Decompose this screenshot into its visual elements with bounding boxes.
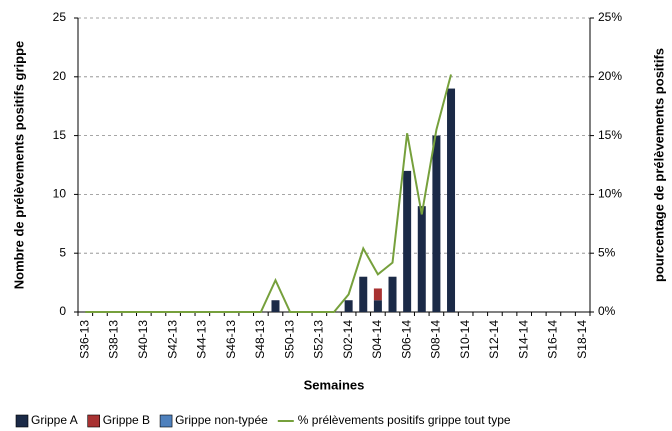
y-tick-label: 5 (59, 245, 66, 259)
x-tick-label: S40-13 (136, 320, 150, 359)
x-tick-label: S42-13 (165, 320, 179, 359)
y-axis-title: Nombre de prélèvements positifs grippe (11, 41, 26, 290)
y-tick-label: 25 (53, 10, 67, 24)
y-tick-label: 0 (59, 304, 66, 318)
x-tick-label: S16-14 (546, 320, 560, 359)
y-tick-label: 20 (53, 69, 67, 83)
y2-tick-label: 5% (598, 245, 616, 259)
x-tick-label: S44-13 (195, 320, 209, 359)
bar-segment (432, 135, 441, 312)
x-tick-label: S46-13 (224, 320, 238, 359)
x-tick-label: S36-13 (77, 320, 91, 359)
x-tick-label: S12-14 (487, 320, 501, 359)
x-tick-label: S48-13 (253, 320, 267, 359)
legend-label: Grippe non-typée (175, 413, 268, 427)
x-tick-label: S10-14 (458, 320, 472, 359)
x-tick-label: S18-14 (575, 320, 589, 359)
x-tick-label: S50-13 (282, 320, 296, 359)
bar-segment (373, 288, 382, 301)
x-tick-label: S14-14 (516, 320, 530, 359)
y2-tick-label: 15% (598, 128, 622, 142)
legend-swatch (87, 414, 101, 428)
x-tick-label: S08-14 (429, 320, 443, 359)
y2-tick-label: 25% (598, 10, 622, 24)
legend-label: Grippe A (31, 413, 78, 427)
x-axis-title: Semaines (304, 377, 365, 392)
x-tick-label: S02-14 (341, 320, 355, 359)
bar-segment (403, 170, 412, 312)
bar-segment (344, 300, 353, 312)
y2-tick-label: 0% (598, 304, 616, 318)
legend-label: Grippe B (103, 413, 150, 427)
x-tick-label: S38-13 (107, 320, 121, 359)
x-tick-label: S04-14 (370, 320, 384, 359)
legend-swatch (159, 414, 173, 428)
y2-axis-title: pourcentage de prélèvements positifs (651, 48, 666, 282)
x-tick-label: S06-14 (399, 320, 413, 359)
bar-segment (359, 276, 368, 312)
bar-segment (373, 300, 382, 312)
legend-label: % prélèvements positifs grippe tout type (298, 413, 511, 427)
bar-segment (271, 300, 280, 312)
y-tick-label: 10 (53, 187, 67, 201)
bar-segment (388, 276, 397, 312)
y2-tick-label: 20% (598, 69, 622, 83)
bar-segment (417, 206, 426, 312)
legend-swatch (15, 414, 29, 428)
x-tick-label: S52-13 (312, 320, 326, 359)
y2-tick-label: 10% (598, 187, 622, 201)
bar-segment (447, 88, 456, 312)
y-tick-label: 15 (53, 128, 67, 142)
series-line (85, 74, 452, 313)
